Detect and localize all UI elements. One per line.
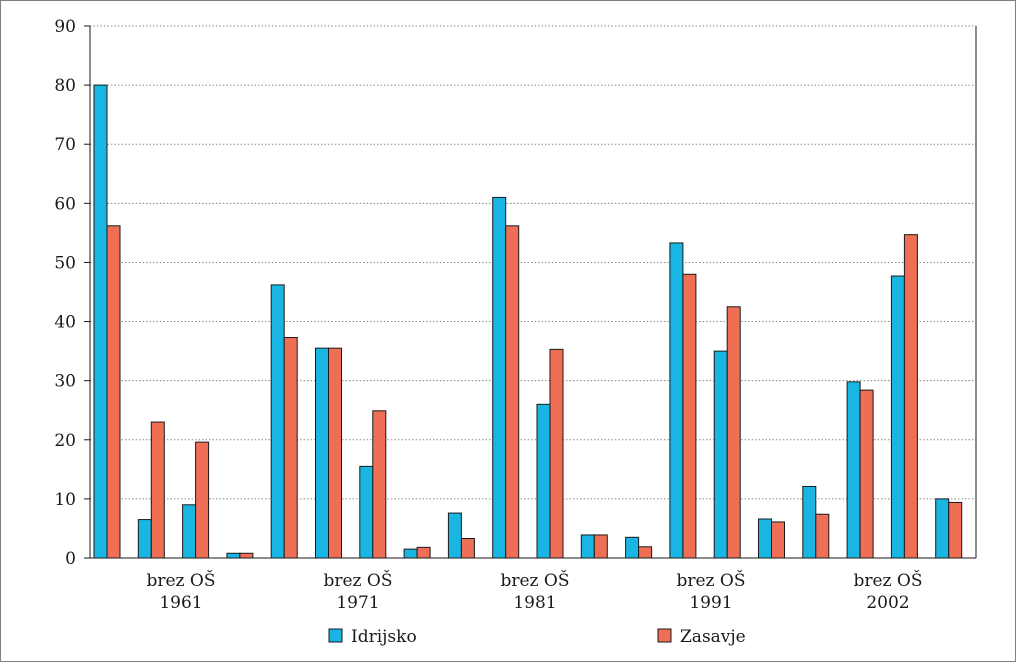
y-tick-label: 40 [54,313,76,333]
bar-zasavje-4 [239,552,254,559]
bar-zasavje-5 [283,337,298,559]
bar-idrijsko-12 [580,534,595,559]
legend-swatch-zasavje [657,628,672,643]
bar-idrijsko-10 [492,196,507,559]
bar-idrijsko-20 [935,498,950,559]
category-label-line1: brez OŠ [146,570,215,591]
y-tick-label: 70 [54,135,76,155]
category-label-year: 2002 [866,593,909,613]
bar-idrijsko-18 [846,381,861,559]
bar-zasavje-20 [948,501,963,559]
bar-idrijsko-7 [359,465,374,559]
y-tick-label: 50 [54,253,76,273]
y-tick-label: 20 [54,431,76,451]
category-label-year: 1971 [336,593,379,613]
bar-idrijsko-16 [758,518,772,559]
y-tick-label: 90 [54,17,76,37]
bar-zasavje-13 [638,546,653,559]
y-tick-label: 60 [54,194,76,214]
category-label-line1: brez OŠ [676,570,745,591]
category-label-line1: brez OŠ [500,570,569,591]
y-tick-label: 80 [54,76,76,96]
category-label-year: 1961 [159,593,202,613]
bar-zasavje-3 [195,441,210,559]
legend-swatch-idrijsko [328,628,343,643]
legend-label-idrijsko: Idrijsko [351,627,417,647]
bar-idrijsko-13 [625,536,640,559]
bar-idrijsko-3 [182,504,197,559]
bar-zasavje-8 [416,546,431,559]
bar-idrijsko-9 [447,512,462,559]
bar-zasavje-6 [328,347,342,559]
bar-zasavje-14 [682,273,697,559]
bar-zasavje-15 [726,306,741,559]
bar-idrijsko-6 [315,347,329,559]
bar-zasavje-2 [150,421,165,559]
bar-zasavje-18 [859,389,874,559]
legend: Idrijsko Zasavje [328,627,746,647]
bar-zasavje-10 [505,225,520,559]
bar-idrijsko-1 [93,84,108,559]
axes [89,26,977,559]
bar-idrijsko-15 [713,350,728,559]
category-label-line1: brez OŠ [853,570,922,591]
gridlines [90,25,976,500]
bar-idrijsko-8 [403,548,418,559]
y-axis-ticks: 0 10 20 30 40 50 60 70 80 90 [54,17,90,569]
bar-idrijsko-19 [890,275,905,559]
y-tick-label: 30 [54,372,76,392]
category-label-year: 1981 [513,593,556,613]
category-label-year: 1991 [689,593,732,613]
category-label-line1: brez OŠ [323,570,392,591]
bar-idrijsko-4 [226,552,241,559]
y-tick-label: 10 [54,490,76,510]
bar-idrijsko-2 [137,519,152,559]
bar-idrijsko-11 [536,403,551,559]
bar-zasavje-7 [372,410,387,559]
bar-idrijsko-14 [669,242,684,559]
bar-zasavje-19 [903,234,918,559]
bar-idrijsko-5 [270,284,285,559]
bar-zasavje-11 [549,348,564,559]
bar-zasavje-9 [460,537,475,559]
bar-zasavje-17 [815,513,830,559]
bar-zasavje-16 [771,521,785,559]
legend-label-zasavje: Zasavje [680,627,746,647]
y-tick-label: 0 [65,549,76,569]
bar-zasavje-12 [593,534,608,559]
bar-zasavje-1 [106,225,121,559]
bar-idrijsko-17 [802,485,817,559]
